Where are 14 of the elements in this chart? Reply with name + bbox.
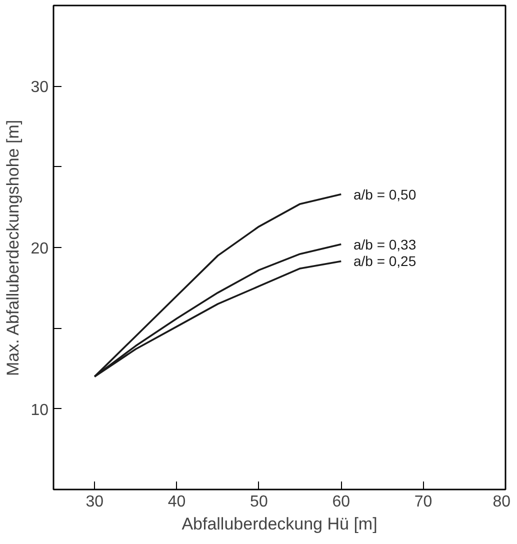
x-tick-label: 40 bbox=[168, 494, 186, 510]
x-axis-title: Abfalluberdeckung Hü [m] bbox=[182, 514, 378, 534]
x-tick-label: 50 bbox=[250, 494, 268, 510]
series-label: a/b = 0,50 bbox=[353, 186, 416, 202]
y-tick-label: 20 bbox=[30, 240, 49, 258]
y-axis-title: Max. Abfalluberdeckungshohe [m] bbox=[4, 120, 23, 376]
x-tick-label: 60 bbox=[332, 494, 350, 510]
series-label: a/b = 0,25 bbox=[353, 253, 416, 270]
x-tick-label: 30 bbox=[86, 494, 104, 510]
x-tick-label: 80 bbox=[492, 494, 511, 510]
series-label: a/b = 0,33 bbox=[353, 236, 416, 252]
x-tick-label: 70 bbox=[414, 494, 432, 510]
y-tick-label: 10 bbox=[30, 402, 49, 419]
y-tick-label: 30 bbox=[30, 79, 49, 96]
